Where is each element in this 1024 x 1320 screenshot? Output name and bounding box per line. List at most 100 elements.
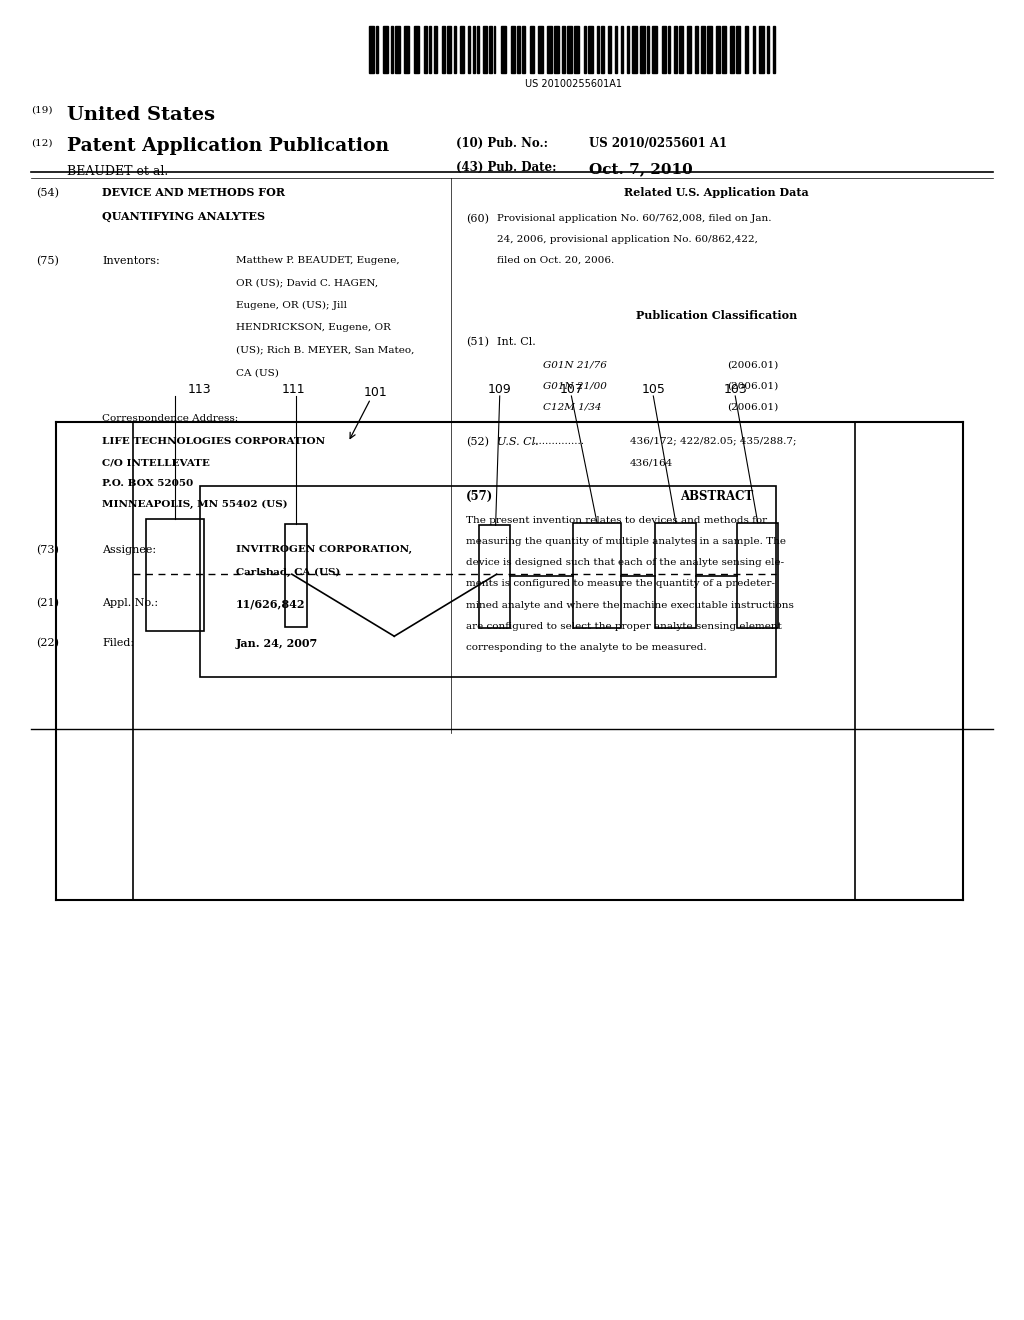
- Text: (10) Pub. No.:: (10) Pub. No.:: [456, 137, 548, 150]
- Bar: [745, 26, 748, 73]
- Text: ments is configured to measure the quantity of a predeter-: ments is configured to measure the quant…: [466, 579, 775, 589]
- Bar: [285, 524, 307, 627]
- Bar: [460, 26, 464, 73]
- Text: Matthew P. BEAUDET, Eugene,: Matthew P. BEAUDET, Eugene,: [236, 256, 399, 265]
- Bar: [621, 26, 623, 73]
- Bar: [200, 486, 776, 677]
- Text: Carlsbad, CA (US): Carlsbad, CA (US): [236, 568, 340, 577]
- Bar: [403, 26, 409, 73]
- Text: ABSTRACT: ABSTRACT: [680, 490, 754, 503]
- Text: Oct. 7, 2010: Oct. 7, 2010: [589, 162, 692, 177]
- Bar: [607, 26, 611, 73]
- Text: C12M 1/34: C12M 1/34: [543, 403, 601, 412]
- Text: (22): (22): [36, 638, 58, 648]
- Bar: [640, 26, 645, 73]
- Text: HENDRICKSON, Eugene, OR: HENDRICKSON, Eugene, OR: [236, 323, 390, 333]
- Bar: [566, 26, 571, 73]
- Bar: [369, 26, 374, 73]
- Text: 24, 2006, provisional application No. 60/862,422,: 24, 2006, provisional application No. 60…: [497, 235, 758, 244]
- Text: MINNEAPOLIS, MN 55402 (US): MINNEAPOLIS, MN 55402 (US): [102, 500, 288, 510]
- Bar: [694, 26, 698, 73]
- Text: Jan. 24, 2007: Jan. 24, 2007: [236, 638, 317, 648]
- Text: LIFE TECHNOLOGIES CORPORATION: LIFE TECHNOLOGIES CORPORATION: [102, 437, 326, 446]
- Text: (2006.01): (2006.01): [727, 381, 778, 391]
- Text: 111: 111: [282, 383, 306, 396]
- Bar: [489, 26, 492, 73]
- Bar: [522, 26, 525, 73]
- Bar: [494, 26, 496, 73]
- Bar: [759, 26, 764, 73]
- Bar: [597, 26, 599, 73]
- Bar: [647, 26, 649, 73]
- Bar: [424, 26, 427, 73]
- Text: ................: ................: [532, 437, 585, 446]
- Text: US 20100255601A1: US 20100255601A1: [525, 79, 622, 90]
- Text: (43) Pub. Date:: (43) Pub. Date:: [456, 161, 556, 174]
- Text: device is designed such that each of the analyte sensing ele-: device is designed such that each of the…: [466, 558, 784, 568]
- Bar: [701, 26, 705, 73]
- Text: U.S. Cl.: U.S. Cl.: [497, 437, 539, 447]
- Text: 103: 103: [723, 383, 748, 396]
- Text: BEAUDET et al.: BEAUDET et al.: [67, 165, 168, 178]
- Text: OR (US); David C. HAGEN,: OR (US); David C. HAGEN,: [236, 279, 378, 288]
- Text: 109: 109: [487, 383, 512, 396]
- Text: (2006.01): (2006.01): [727, 403, 778, 412]
- Text: (2006.01): (2006.01): [727, 360, 778, 370]
- Text: CA (US): CA (US): [236, 368, 279, 378]
- Bar: [479, 525, 510, 628]
- Text: QUANTIFYING ANALYTES: QUANTIFYING ANALYTES: [102, 211, 265, 222]
- Bar: [737, 523, 778, 628]
- Bar: [395, 26, 400, 73]
- Text: 101: 101: [364, 385, 387, 399]
- Bar: [615, 26, 617, 73]
- Text: Inventors:: Inventors:: [102, 256, 160, 267]
- Bar: [414, 26, 419, 73]
- Text: (52): (52): [466, 437, 488, 447]
- Bar: [562, 26, 564, 73]
- Bar: [441, 26, 445, 73]
- Text: (60): (60): [466, 214, 488, 224]
- Text: 436/172; 422/82.05; 435/288.7;: 436/172; 422/82.05; 435/288.7;: [630, 437, 797, 446]
- Bar: [668, 26, 671, 73]
- Text: filed on Oct. 20, 2006.: filed on Oct. 20, 2006.: [497, 256, 614, 265]
- Text: are configured to select the proper analyte sensing element: are configured to select the proper anal…: [466, 622, 781, 631]
- Text: Assignee:: Assignee:: [102, 545, 157, 556]
- Text: C/O INTELLEVATE: C/O INTELLEVATE: [102, 458, 210, 467]
- Bar: [674, 26, 677, 73]
- Bar: [477, 26, 479, 73]
- Text: Eugene, OR (US); Jill: Eugene, OR (US); Jill: [236, 301, 346, 310]
- Text: Publication Classification: Publication Classification: [636, 310, 798, 321]
- Bar: [468, 26, 470, 73]
- Bar: [429, 26, 431, 73]
- Bar: [547, 26, 552, 73]
- Bar: [753, 26, 756, 73]
- Text: P.O. BOX 52050: P.O. BOX 52050: [102, 479, 194, 488]
- Bar: [434, 26, 436, 73]
- Bar: [573, 26, 579, 73]
- Bar: [584, 26, 586, 73]
- Text: (51): (51): [466, 337, 488, 347]
- Text: Appl. No.:: Appl. No.:: [102, 598, 159, 609]
- Text: (19): (19): [31, 106, 52, 115]
- Bar: [655, 523, 696, 628]
- Text: mined analyte and where the machine executable instructions: mined analyte and where the machine exec…: [466, 601, 794, 610]
- Bar: [722, 26, 726, 73]
- Bar: [447, 26, 452, 73]
- Bar: [473, 26, 475, 73]
- Bar: [736, 26, 740, 73]
- Bar: [730, 26, 733, 73]
- Bar: [627, 26, 630, 73]
- Text: G01N 21/76: G01N 21/76: [543, 360, 606, 370]
- Bar: [679, 26, 683, 73]
- Bar: [377, 26, 378, 73]
- Text: 11/626,842: 11/626,842: [236, 598, 305, 609]
- Text: DEVICE AND METHODS FOR: DEVICE AND METHODS FOR: [102, 187, 286, 198]
- Bar: [707, 26, 712, 73]
- Text: Provisional application No. 60/762,008, filed on Jan.: Provisional application No. 60/762,008, …: [497, 214, 771, 223]
- Bar: [517, 26, 520, 73]
- Bar: [554, 26, 559, 73]
- Bar: [632, 26, 637, 73]
- Text: G01N 21/00: G01N 21/00: [543, 381, 606, 391]
- Bar: [454, 26, 457, 73]
- Text: (57): (57): [466, 490, 494, 503]
